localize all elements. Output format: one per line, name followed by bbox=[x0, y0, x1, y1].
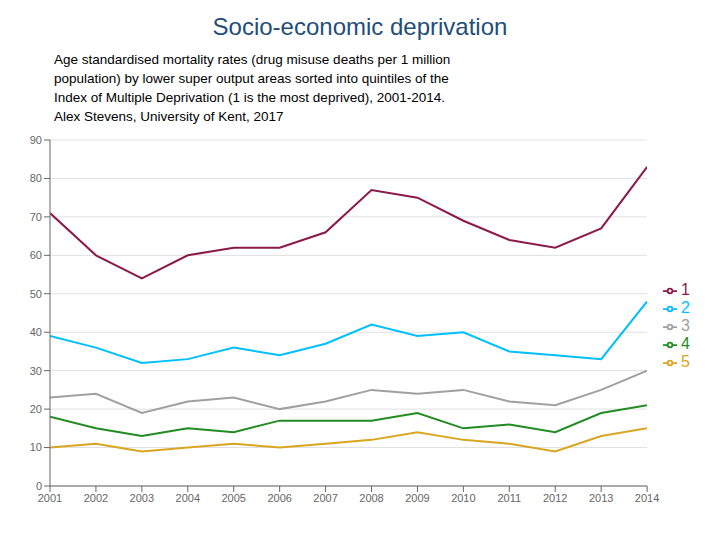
svg-text:60: 60 bbox=[30, 249, 42, 261]
svg-text:2006: 2006 bbox=[267, 492, 291, 504]
svg-text:40: 40 bbox=[30, 326, 42, 338]
svg-text:2007: 2007 bbox=[313, 492, 337, 504]
html-text:5: 5 bbox=[681, 353, 690, 370]
svg-text:30: 30 bbox=[30, 365, 42, 377]
html-text:3: 3 bbox=[681, 317, 690, 334]
html-text:Alex Stevens, University of Ke: Alex Stevens, University of Kent, 2017 bbox=[54, 109, 284, 124]
html-text:4: 4 bbox=[681, 335, 690, 352]
svg-text:20: 20 bbox=[30, 403, 42, 415]
svg-text:10: 10 bbox=[30, 441, 42, 453]
svg-text:2014: 2014 bbox=[635, 492, 659, 504]
svg-text:0: 0 bbox=[36, 480, 42, 492]
svg-text:70: 70 bbox=[30, 211, 42, 223]
svg-text:2005: 2005 bbox=[221, 492, 245, 504]
html-text:population) by lower super out: population) by lower super output areas … bbox=[54, 71, 449, 86]
svg-text:2012: 2012 bbox=[543, 492, 567, 504]
svg-text:90: 90 bbox=[30, 134, 42, 146]
html-text:Index of Multiple Deprivation: Index of Multiple Deprivation (1 is the … bbox=[54, 90, 445, 105]
html-text:1: 1 bbox=[681, 281, 690, 298]
svg-text:50: 50 bbox=[30, 288, 42, 300]
svg-text:2010: 2010 bbox=[451, 492, 475, 504]
html-text:Age standardised mortality rat: Age standardised mortality rates (drug m… bbox=[54, 52, 451, 67]
svg-text:80: 80 bbox=[30, 172, 42, 184]
svg-text:2009: 2009 bbox=[405, 492, 429, 504]
svg-text:2013: 2013 bbox=[589, 492, 613, 504]
svg-text:2001: 2001 bbox=[38, 492, 62, 504]
svg-text:2008: 2008 bbox=[359, 492, 383, 504]
svg-text:2002: 2002 bbox=[84, 492, 108, 504]
html-text:2: 2 bbox=[681, 299, 690, 316]
svg-text:2004: 2004 bbox=[176, 492, 200, 504]
svg-text:2011: 2011 bbox=[497, 492, 521, 504]
svg-text:2003: 2003 bbox=[130, 492, 154, 504]
html-text:Socio-economic deprivation: Socio-economic deprivation bbox=[212, 13, 508, 40]
